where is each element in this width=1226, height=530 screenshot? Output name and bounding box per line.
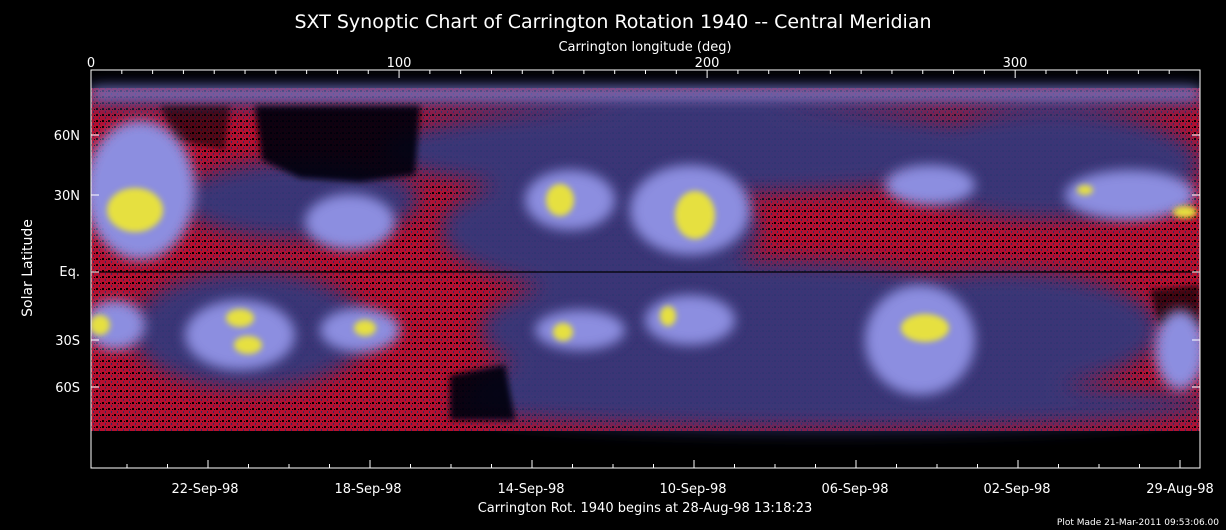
lat-tick-label: 60S <box>55 381 80 396</box>
date-tick-label: 18-Sep-98 <box>335 482 402 497</box>
lat-tick-label: Eq. <box>59 265 80 280</box>
date-tick-label: 22-Sep-98 <box>172 482 239 497</box>
axis-ticks <box>90 70 1201 468</box>
date-tick-label: 06-Sep-98 <box>822 482 889 497</box>
lat-tick-label: 30S <box>55 334 80 349</box>
left-axis-label: Solar Latitude <box>20 219 36 317</box>
top-tick-label: 200 <box>695 56 720 71</box>
chart-title: SXT Synoptic Chart of Carrington Rotatio… <box>294 11 931 33</box>
synoptic-image <box>91 70 1200 468</box>
date-tick-label: 29-Aug-98 <box>1146 482 1214 497</box>
date-tick-label: 14-Sep-98 <box>498 482 565 497</box>
top-tick-label: 100 <box>387 56 412 71</box>
top-tick-label: 0 <box>87 56 95 71</box>
rotation-caption: Carrington Rot. 1940 begins at 28-Aug-98… <box>478 501 813 516</box>
date-tick-label: 02-Sep-98 <box>984 482 1051 497</box>
plot-made-footer: Plot Made 21-Mar-2011 09:53:06.00 <box>1057 518 1219 528</box>
lat-tick-label: 60N <box>54 129 80 144</box>
date-tick-label: 10-Sep-98 <box>660 482 727 497</box>
top-axis-label: Carrington longitude (deg) <box>558 40 731 55</box>
top-tick-label: 300 <box>1003 56 1028 71</box>
lat-tick-label: 30N <box>54 189 80 204</box>
